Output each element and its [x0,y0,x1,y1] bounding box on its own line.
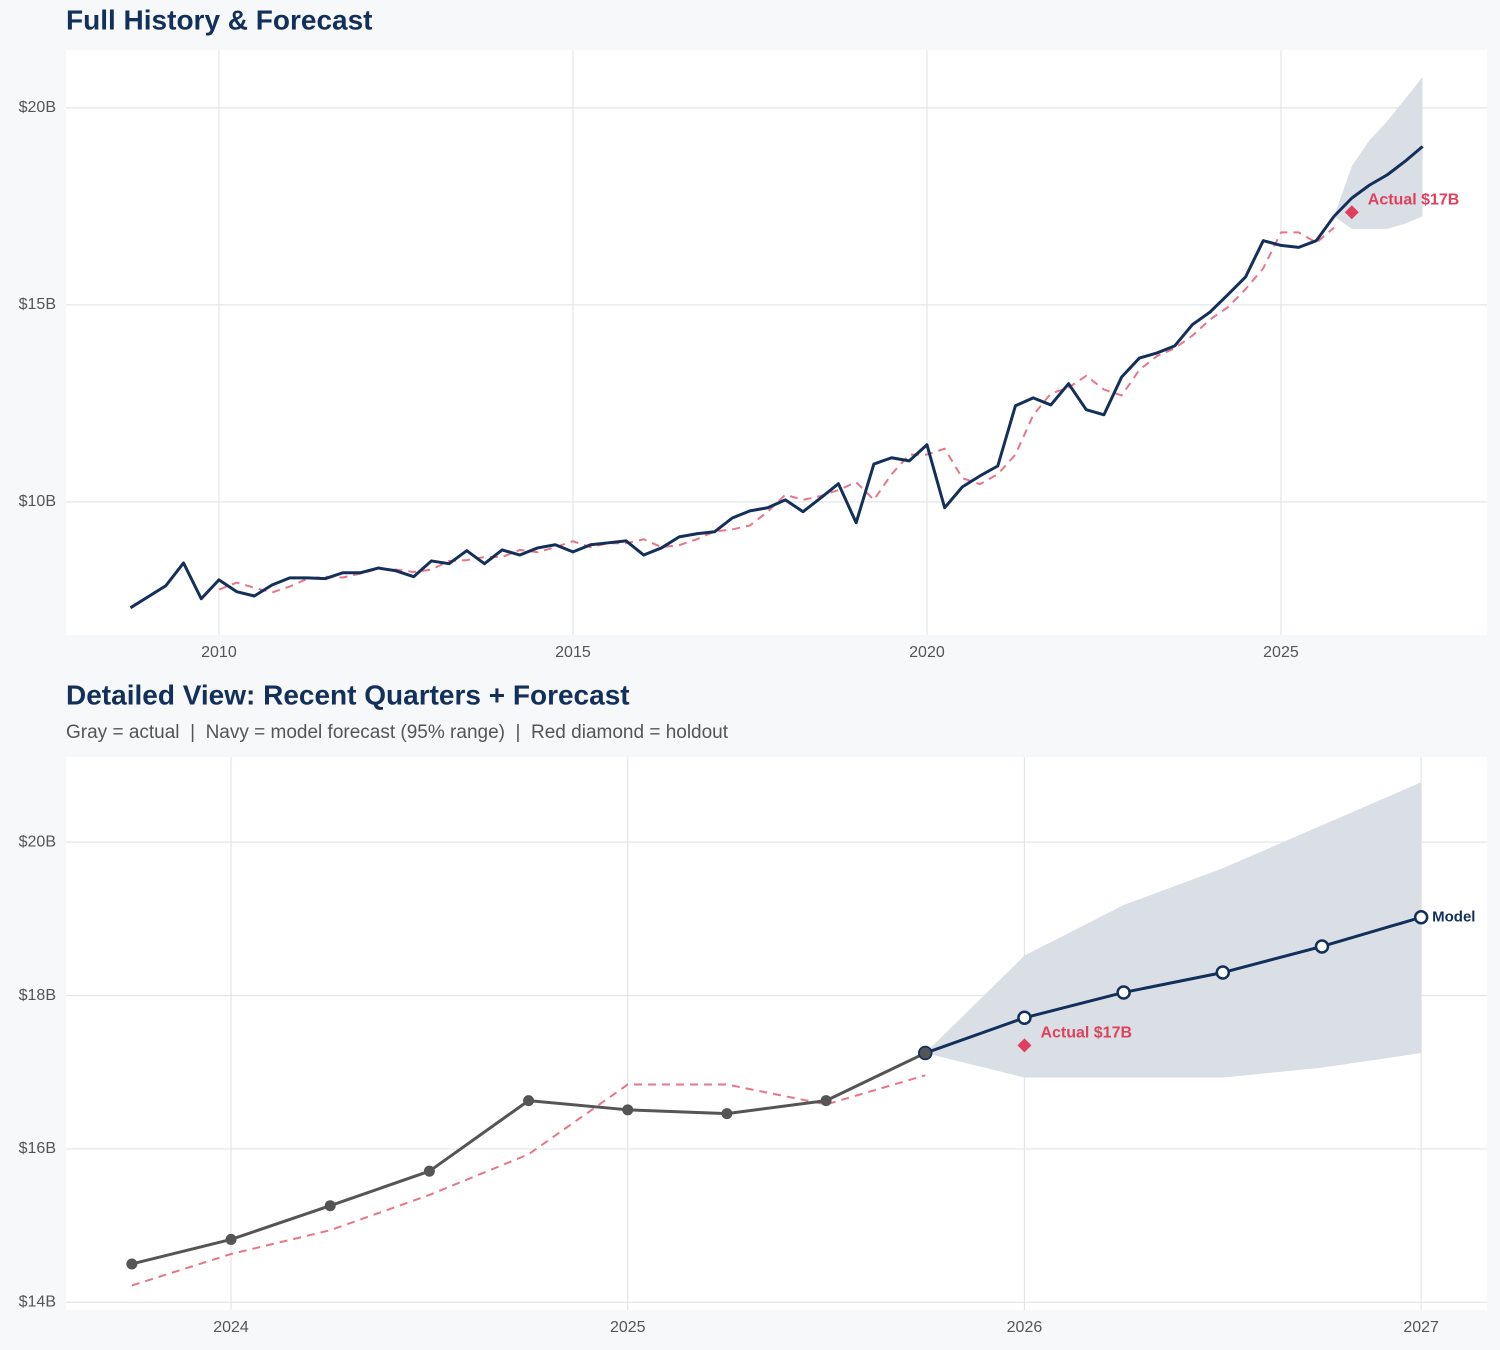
x-tick-label: 2025 [1263,644,1299,661]
y-tick-label: $20B [19,99,56,116]
chart-subtitle: Gray = actual | Navy = model forecast (9… [66,722,729,743]
series-line [218,226,1335,594]
holdout-label: Actual $17B [1368,192,1460,209]
forecast-band [1334,77,1423,229]
series-line [924,915,1422,1055]
point [1017,1010,1032,1026]
holdout-marker [1017,1038,1032,1053]
point [919,1047,931,1059]
y-tick-label: $14B [19,1294,56,1311]
x-tick-label: 2010 [201,644,237,661]
x-tick-label: 2024 [213,1319,249,1336]
y-tick-label: $20B [19,833,56,850]
point [126,1258,138,1270]
x-tick-label: 2026 [1007,1319,1043,1336]
x-tick-label: 2027 [1403,1319,1439,1336]
point [1413,910,1429,925]
series-line [1332,145,1424,218]
point [225,1233,237,1245]
point [721,1108,733,1120]
forecast-band [925,782,1422,1078]
y-tick-label: $10B [19,493,56,510]
x-tick-label: 2025 [610,1319,646,1336]
point [1116,985,1131,1000]
point [423,1165,435,1177]
point [1215,965,1231,980]
point [523,1095,535,1107]
series-line [129,215,1336,610]
plot-area [66,50,1487,635]
y-tick-label: $18B [19,987,56,1004]
x-tick-label: 2020 [909,644,945,661]
holdout-label: Actual $17B [1040,1025,1132,1042]
series-label: Model [1432,908,1475,925]
point [324,1200,336,1212]
series-line [131,1074,926,1287]
holdout-marker [1344,205,1359,220]
y-tick-label: $15B [19,296,56,313]
chart-title: Full History & Forecast [66,4,373,35]
y-tick-label: $16B [19,1140,56,1157]
point [1314,939,1330,954]
point [820,1095,832,1107]
chart-title: Detailed View: Recent Quarters + Forecas… [66,679,630,710]
x-tick-label: 2015 [555,644,591,661]
point [622,1104,634,1116]
